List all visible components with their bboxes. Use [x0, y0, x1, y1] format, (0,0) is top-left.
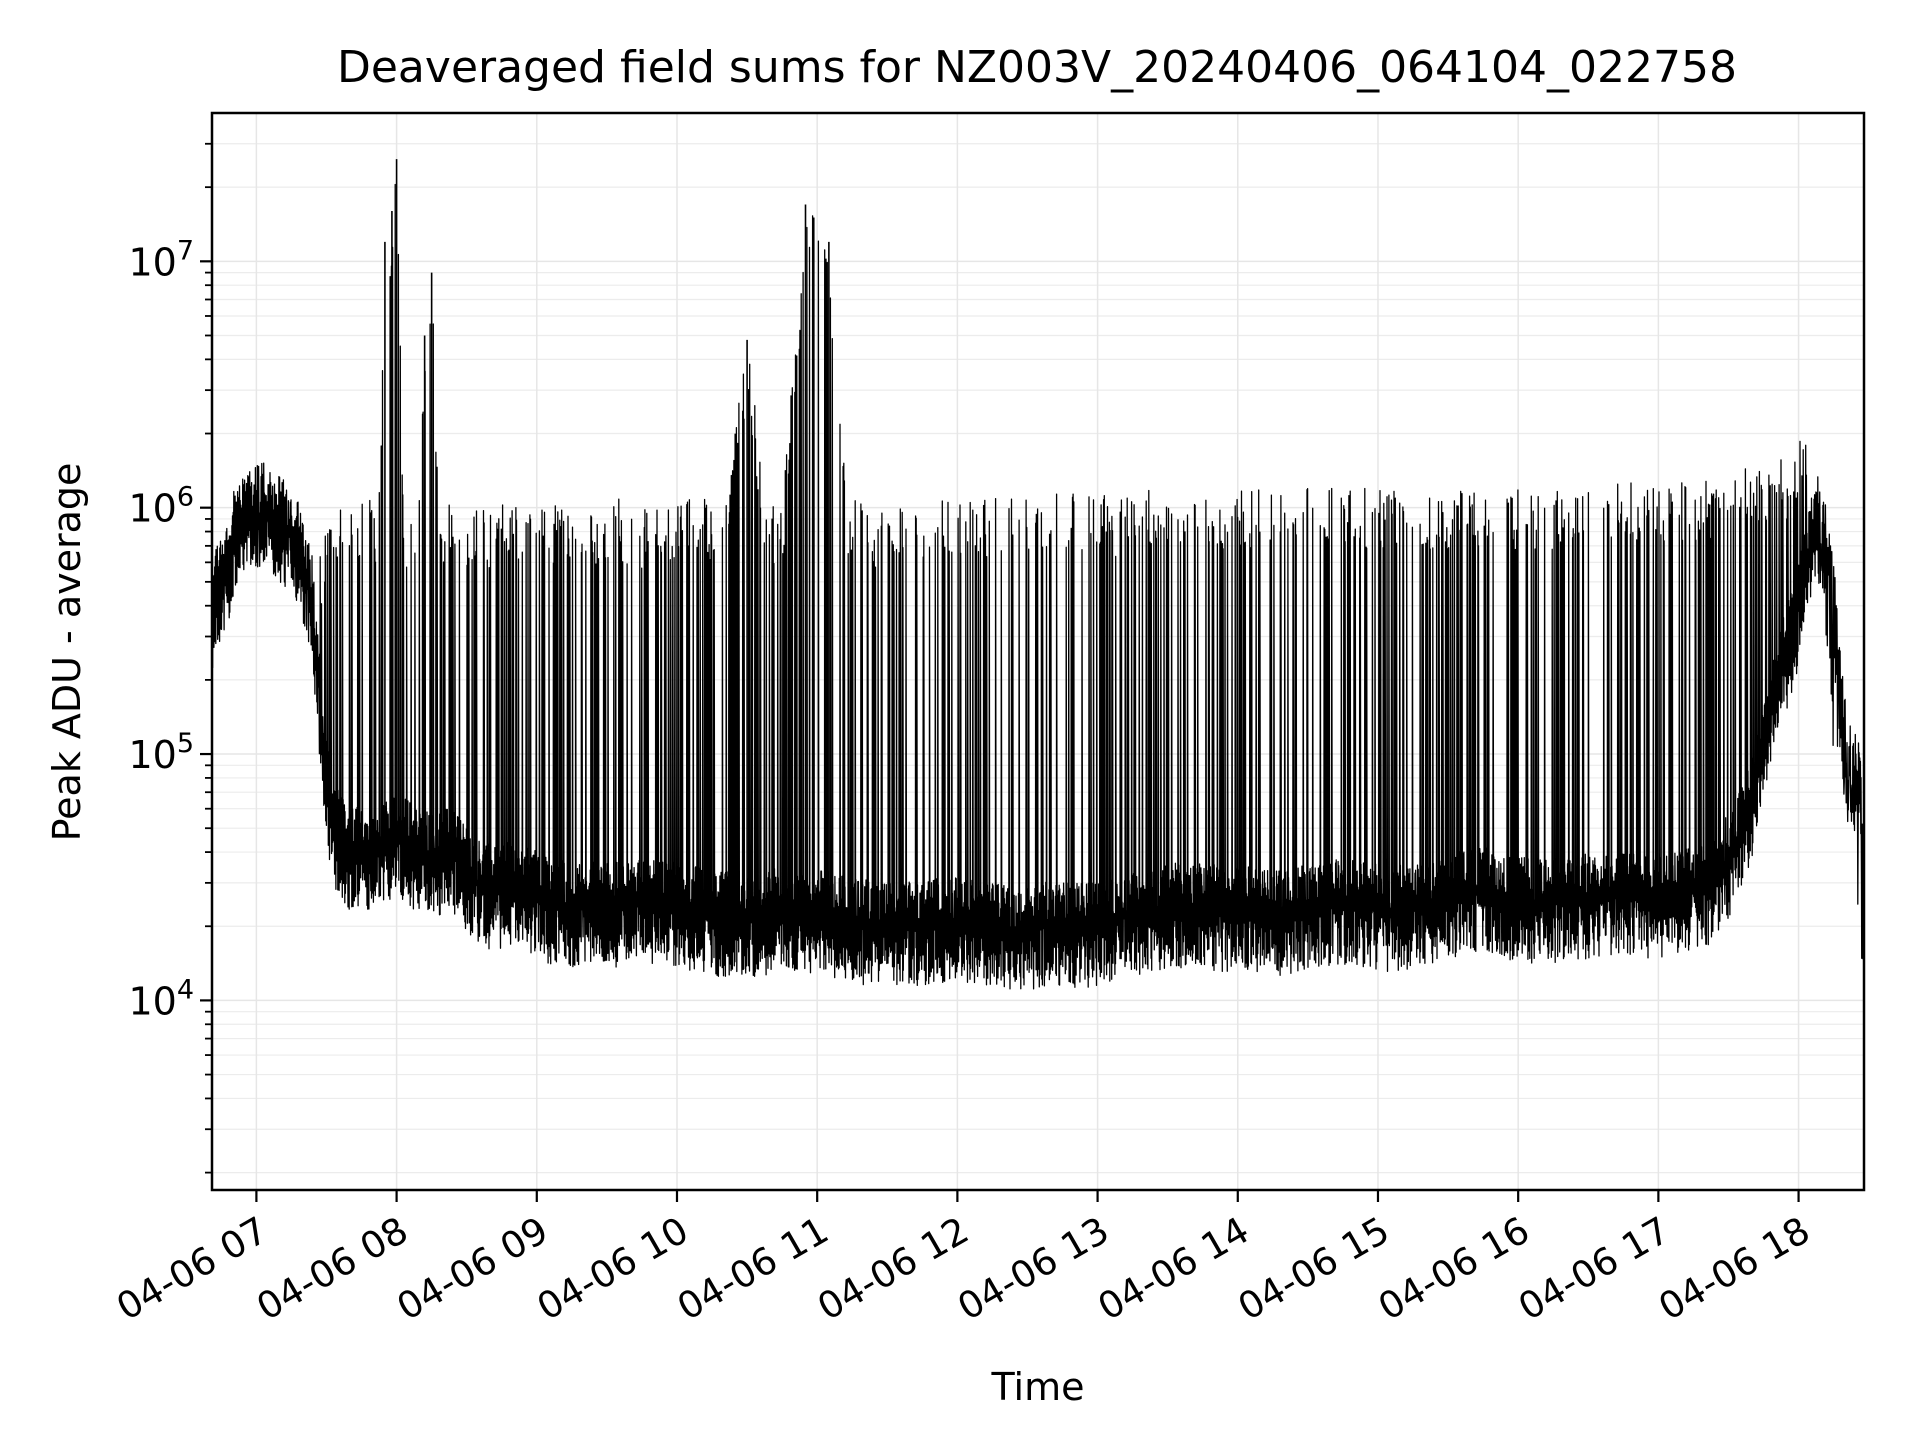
chart-title: Deaveraged field sums for NZ003V_2024040…	[337, 42, 1737, 93]
series-line	[212, 183, 1864, 990]
plot-frame	[210, 111, 1866, 1192]
y-tick-label: 107	[128, 235, 194, 284]
y-tick-label: 104	[128, 974, 194, 1023]
y-axis-label: Peak ADU - average	[45, 463, 89, 842]
x-axis-label: Time	[991, 1365, 1085, 1409]
y-tick-label: 105	[128, 728, 194, 777]
plot-area	[212, 159, 1864, 990]
series-layer	[212, 159, 1864, 990]
y-tick-label: 106	[128, 482, 194, 531]
y-axis: 104 105 106 107	[128, 142, 212, 1174]
